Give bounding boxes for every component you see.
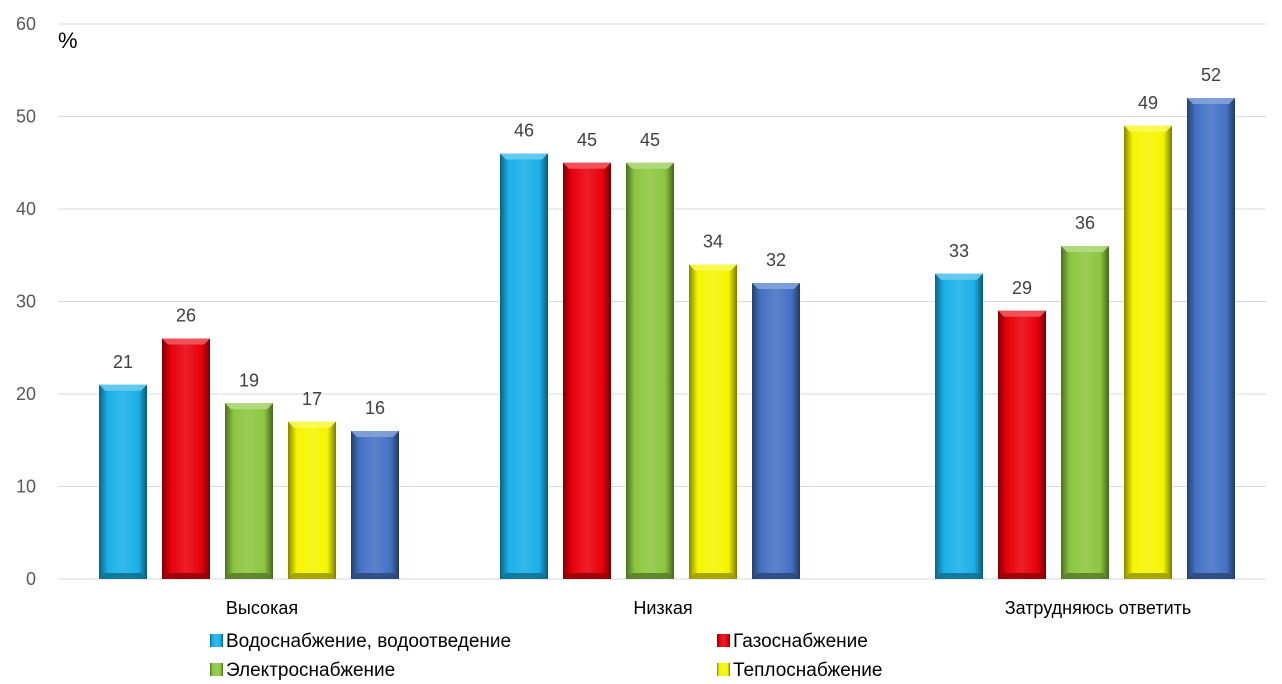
category-labels: Высокая Низкая Затрудняюсь ответить: [226, 598, 1191, 618]
data-label: 17: [302, 389, 322, 409]
legend-item: Электроснабжение: [210, 660, 395, 681]
data-label: 36: [1075, 213, 1095, 233]
data-label: 19: [239, 370, 259, 390]
data-label: 26: [176, 306, 196, 326]
y-tick-label: 10: [16, 477, 36, 497]
bar: [500, 153, 548, 579]
bar: [1061, 246, 1109, 579]
data-label: 34: [703, 232, 723, 252]
legend-item: Теплоснабжение: [717, 660, 882, 681]
bar: [162, 338, 210, 579]
legend-swatch: [210, 634, 223, 647]
data-label: 32: [766, 250, 786, 270]
legend-swatch: [210, 663, 223, 676]
bars: 21 26 19 17 16 46 45 45 34 32 33 29 36 49 52: [99, 65, 1235, 579]
bar: [563, 162, 611, 579]
data-label: 16: [365, 398, 385, 418]
legend-item: Водоснабжение, водоотведение: [210, 631, 511, 652]
y-axis: 0 10 20 30 40 50 60: [16, 14, 36, 589]
bar: [626, 162, 674, 579]
bar: [752, 283, 800, 579]
category-label: Низкая: [633, 598, 692, 618]
legend-item: Газоснабжение: [717, 631, 868, 652]
y-tick-label: 20: [16, 384, 36, 404]
category-label: Затрудняюсь ответить: [1005, 598, 1192, 618]
data-label: 45: [577, 130, 597, 150]
data-label: 46: [514, 121, 534, 141]
bar: [99, 384, 147, 579]
data-label: 33: [949, 241, 969, 261]
y-tick-label: 50: [16, 107, 36, 127]
data-label: 21: [113, 352, 133, 372]
y-tick-label: 40: [16, 199, 36, 219]
legend-swatch: [717, 634, 730, 647]
y-tick-label: 30: [16, 292, 36, 312]
bar: [225, 403, 273, 579]
legend-label: Теплоснабжение: [733, 660, 882, 681]
bar: [1124, 125, 1172, 579]
legend-label: Газоснабжение: [733, 631, 868, 652]
legend-label: Электроснабжение: [226, 660, 395, 681]
data-label: 49: [1138, 93, 1158, 113]
bar: [351, 431, 399, 579]
legend: Водоснабжение, водоотведение Газоснабжени…: [210, 631, 882, 681]
data-label: 45: [640, 130, 660, 150]
y-axis-unit-label: %: [58, 28, 78, 53]
data-label: 29: [1012, 278, 1032, 298]
bar: [1187, 98, 1235, 579]
legend-label: Водоснабжение, водоотведение: [226, 631, 511, 652]
category-label: Высокая: [226, 598, 298, 618]
legend-swatch: [717, 663, 730, 676]
data-label: 52: [1201, 65, 1221, 85]
y-tick-label: 0: [26, 569, 36, 589]
bar: [288, 421, 336, 579]
bar: [689, 264, 737, 579]
bar: [935, 273, 983, 579]
y-tick-label: 60: [16, 14, 36, 34]
bar: [998, 310, 1046, 579]
